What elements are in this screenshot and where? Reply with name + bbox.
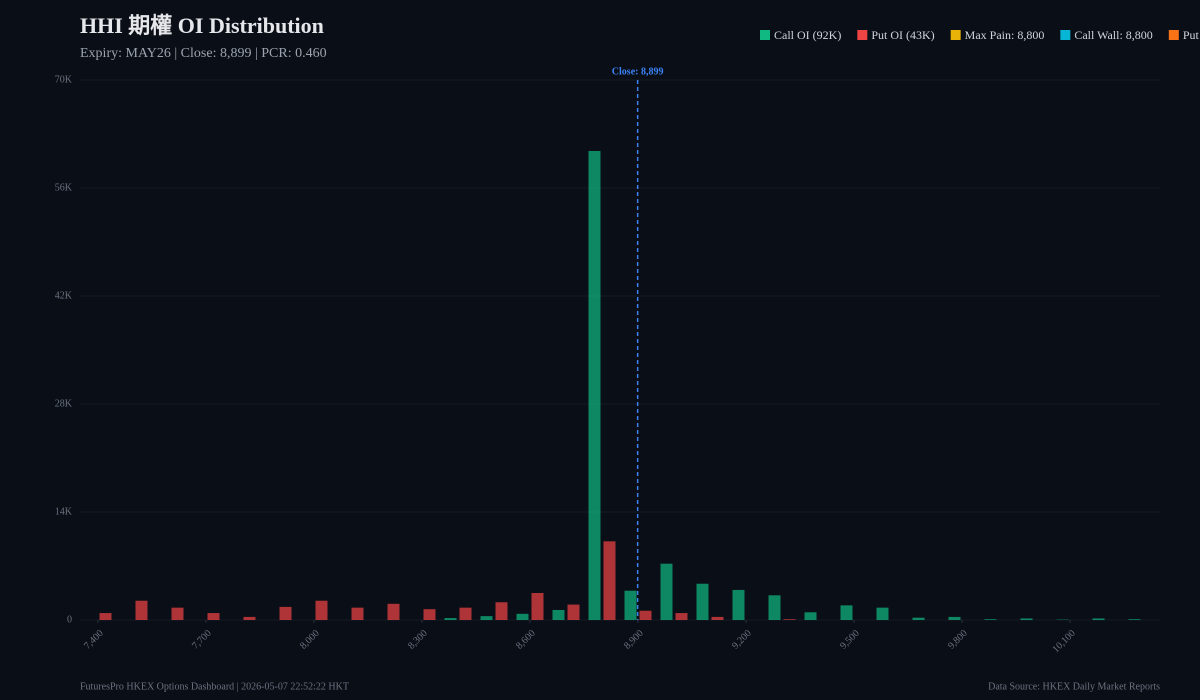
legend-swatch <box>857 30 868 40</box>
y-tick-label: 70K <box>55 74 73 85</box>
bar <box>495 602 508 620</box>
legend-swatch <box>1168 30 1179 40</box>
bar <box>840 605 853 620</box>
bar <box>1020 618 1033 620</box>
y-tick-label: 0 <box>67 614 72 625</box>
bar <box>603 541 616 620</box>
x-tick-label: 9,800 <box>946 628 970 652</box>
bar <box>639 610 652 620</box>
bar <box>876 607 889 620</box>
bar <box>1128 619 1141 620</box>
x-tick-label: 8,900 <box>622 628 646 652</box>
bar <box>912 617 925 620</box>
y-tick-label: 14K <box>55 506 73 517</box>
bar <box>783 619 796 620</box>
footer-right: Data Source: HKEX Daily Market Reports <box>988 681 1160 692</box>
bar <box>171 607 184 620</box>
x-tick-label: 10,100 <box>1051 628 1078 655</box>
bar <box>315 600 328 620</box>
bar <box>624 590 637 620</box>
bar <box>675 613 688 620</box>
bar <box>711 616 724 620</box>
chart-title: HHI 期權 OI Distribution <box>80 13 324 38</box>
y-tick-label: 56K <box>55 182 73 193</box>
bar <box>351 607 364 620</box>
x-tick-label: 7,700 <box>190 628 214 652</box>
bar <box>459 607 472 620</box>
legend-swatch <box>1060 30 1071 40</box>
x-tick-label: 8,000 <box>298 628 322 652</box>
footer-left: FuturesPro HKEX Options Dashboard | 2026… <box>80 681 349 692</box>
x-tick-label: 9,500 <box>838 628 862 652</box>
bar <box>732 589 745 620</box>
bar <box>444 618 457 620</box>
legend-label: Put OI (43K) <box>871 28 934 42</box>
bar <box>480 616 493 620</box>
legend-label: Call Wall: 8,800 <box>1074 28 1152 42</box>
legend-label: Call OI (92K) <box>774 28 841 42</box>
y-tick-label: 28K <box>55 398 73 409</box>
bar <box>1092 618 1105 620</box>
bar <box>135 600 148 620</box>
x-tick-label: 9,200 <box>730 628 754 652</box>
bar <box>531 593 544 620</box>
legend-label: Max Pain: 8,800 <box>965 28 1045 42</box>
x-tick-label: 8,600 <box>514 628 538 652</box>
legend-swatch <box>950 30 961 40</box>
bar <box>552 609 565 620</box>
bar <box>99 613 112 620</box>
close-label: Close: 8,899 <box>612 66 664 77</box>
bar <box>768 595 781 620</box>
bar <box>279 606 292 620</box>
bar <box>588 150 601 620</box>
y-tick-label: 42K <box>55 290 73 301</box>
legend-swatch <box>760 30 770 40</box>
x-tick-label: 7,400 <box>82 628 106 652</box>
bar <box>804 612 817 620</box>
x-tick-label: 8,300 <box>406 628 430 652</box>
bar <box>207 613 220 620</box>
bar <box>243 616 256 620</box>
chart-subtitle: Expiry: MAY26 | Close: 8,899 | PCR: 0.46… <box>80 46 327 61</box>
bar <box>567 604 580 620</box>
legend-label: Put Wall <box>1183 28 1200 42</box>
bar <box>387 603 400 620</box>
bar <box>423 609 436 620</box>
bar <box>516 613 529 620</box>
bar <box>948 616 961 620</box>
bar <box>660 563 673 620</box>
bar <box>984 619 997 620</box>
bar <box>696 583 709 620</box>
